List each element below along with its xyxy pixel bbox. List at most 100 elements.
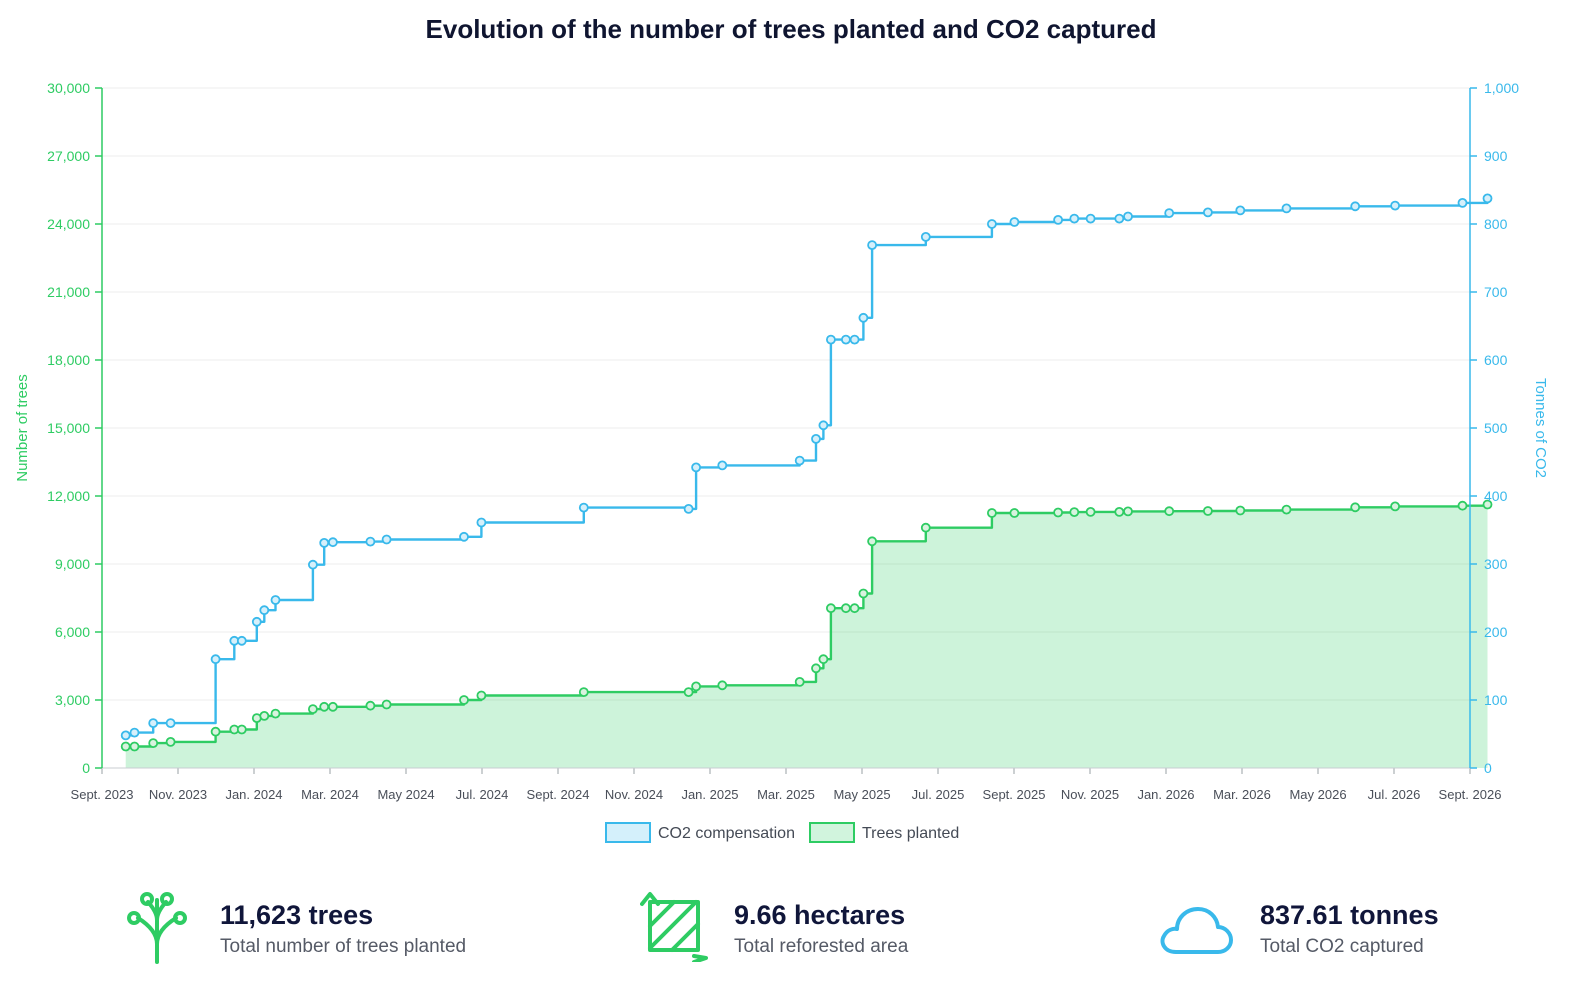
trees-planted-point[interactable] <box>236 724 247 735</box>
trees-planted-point[interactable] <box>578 687 589 697</box>
trees-planted-point[interactable] <box>1350 502 1361 513</box>
co2-compensation-point[interactable] <box>849 334 860 345</box>
co2-compensation-point[interactable] <box>476 517 487 528</box>
co2-compensation-point[interactable] <box>165 718 176 728</box>
co2-compensation-point[interactable] <box>251 616 262 627</box>
trees-planted-point[interactable] <box>818 654 829 665</box>
co2-compensation-point[interactable] <box>1457 197 1468 208</box>
co2-compensation-point[interactable] <box>717 460 728 471</box>
co2-compensation-point[interactable] <box>210 654 221 665</box>
co2-compensation-point[interactable] <box>1281 203 1292 214</box>
co2-compensation-point[interactable] <box>1235 205 1246 216</box>
trees-planted-point[interactable] <box>1069 507 1080 517</box>
trees-planted-point[interactable] <box>1457 500 1468 511</box>
co2-compensation-point[interactable] <box>148 718 159 728</box>
x-tick-label: Jan. 2024 <box>225 787 282 802</box>
trees-planted-point[interactable] <box>381 699 392 710</box>
trees-planted-point[interactable] <box>259 711 270 721</box>
co2-compensation-point[interactable] <box>1114 213 1125 224</box>
co2-compensation-point[interactable] <box>327 537 338 548</box>
trees-planted-point[interactable] <box>867 536 877 547</box>
legend-label-trees-planted[interactable]: Trees planted <box>862 825 959 842</box>
trees-planted-point[interactable] <box>319 701 330 712</box>
chart: 0 0 3,000 100 6,000 200 9,000 300 12,000 400 15,00… <box>14 80 1549 843</box>
trees-planted-point[interactable] <box>717 680 728 691</box>
co2-compensation-point[interactable] <box>826 334 836 345</box>
trees-planted-point[interactable] <box>1053 507 1063 518</box>
co2-compensation-point[interactable] <box>794 455 805 466</box>
co2-compensation-point[interactable] <box>683 503 694 514</box>
trees-planted-point[interactable] <box>987 508 997 518</box>
co2-compensation-point[interactable] <box>858 312 869 323</box>
co2-compensation-point[interactable] <box>307 559 318 570</box>
trees-planted-point[interactable] <box>1281 504 1292 515</box>
trees-planted-point[interactable] <box>210 726 221 737</box>
trees-planted-point[interactable] <box>1009 508 1020 518</box>
area-icon <box>640 890 708 967</box>
trees-planted-point[interactable] <box>1482 499 1493 510</box>
co2-compensation-point[interactable] <box>1350 201 1361 212</box>
trees-planted-point[interactable] <box>165 737 176 747</box>
trees-planted-point[interactable] <box>120 741 131 752</box>
legend-swatch-trees-planted[interactable] <box>809 822 855 843</box>
trees-planted-point[interactable] <box>1164 506 1175 517</box>
co2-compensation-point[interactable] <box>691 462 701 473</box>
co2-compensation-point[interactable] <box>811 433 821 444</box>
trees-planted-point[interactable] <box>691 681 701 692</box>
co2-compensation-point[interactable] <box>1390 200 1400 211</box>
trees-planted-point[interactable] <box>476 690 487 701</box>
x-tick-label: Nov. 2025 <box>1061 787 1119 802</box>
co2-compensation-point[interactable] <box>129 727 140 738</box>
trees-planted-point[interactable] <box>148 738 159 748</box>
left-tick-label: 24,000 <box>47 216 90 232</box>
right-tick-label: 700 <box>1484 284 1508 300</box>
trees-planted-point[interactable] <box>1390 501 1400 512</box>
trees-planted-point[interactable] <box>1123 506 1133 517</box>
co2-compensation-point[interactable] <box>319 538 330 548</box>
trees-planted-point[interactable] <box>1203 506 1213 516</box>
co2-compensation-point[interactable] <box>1069 213 1080 224</box>
co2-compensation-point[interactable] <box>841 334 851 345</box>
trees-planted-point[interactable] <box>1085 506 1096 517</box>
trees-planted-point[interactable] <box>920 522 931 533</box>
co2-compensation-point[interactable] <box>987 219 997 229</box>
co2-compensation-point[interactable] <box>1053 214 1063 225</box>
co2-compensation-point[interactable] <box>578 502 589 513</box>
co2-compensation-point[interactable] <box>270 595 281 605</box>
co2-compensation-point[interactable] <box>236 635 247 646</box>
co2-compensation-point[interactable] <box>1123 211 1133 222</box>
trees-planted-point[interactable] <box>459 695 469 705</box>
co2-compensation-point[interactable] <box>365 536 376 547</box>
trees-planted-point[interactable] <box>811 663 821 674</box>
co2-compensation-point[interactable] <box>1009 217 1020 227</box>
co2-compensation-point[interactable] <box>867 240 877 251</box>
cloud-icon <box>1158 890 1234 971</box>
legend-label-co2-compensation[interactable]: CO2 compensation <box>658 825 795 842</box>
trees-planted-point[interactable] <box>841 603 851 614</box>
co2-compensation-point[interactable] <box>920 231 931 242</box>
trees-planted-point[interactable] <box>858 588 869 599</box>
trees-planted-point[interactable] <box>1235 505 1246 516</box>
trees-planted-point[interactable] <box>1114 506 1125 517</box>
co2-compensation-point[interactable] <box>381 534 392 545</box>
co2-compensation-point[interactable] <box>818 420 829 431</box>
co2-compensation-point[interactable] <box>1203 207 1213 218</box>
co2-compensation-point[interactable] <box>1164 208 1175 219</box>
co2-compensation-point[interactable] <box>1085 213 1096 224</box>
legend-swatch-co2-compensation[interactable] <box>605 822 651 843</box>
x-tick-label: Mar. 2026 <box>1213 787 1271 802</box>
trees-planted-point[interactable] <box>683 687 694 697</box>
trees-planted-point[interactable] <box>270 708 281 719</box>
trees-planted-point[interactable] <box>365 700 376 711</box>
trees-planted-point[interactable] <box>327 701 338 712</box>
trees-planted-point[interactable] <box>129 741 140 752</box>
legend[interactable]: CO2 compensation Trees planted <box>605 822 959 843</box>
trees-planted-point[interactable] <box>826 603 836 614</box>
trees-planted-point[interactable] <box>849 603 860 614</box>
co2-compensation-point[interactable] <box>120 730 131 741</box>
co2-compensation-point[interactable] <box>1482 193 1493 204</box>
co2-compensation-point[interactable] <box>459 531 469 542</box>
trees-planted-point[interactable] <box>794 677 805 687</box>
co2-compensation-point[interactable] <box>259 605 270 616</box>
trees-planted-point[interactable] <box>307 704 318 714</box>
